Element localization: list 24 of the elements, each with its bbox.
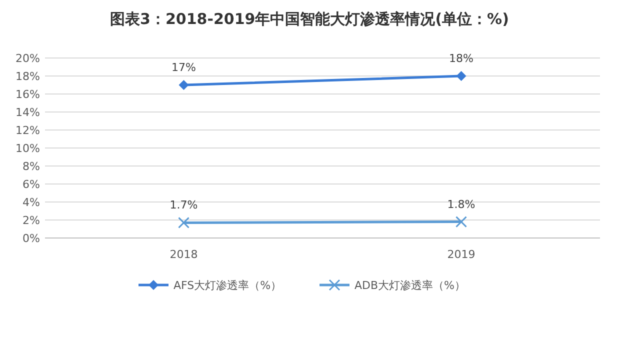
point [178,216,190,228]
y-tick-label: 16% [16,88,40,101]
point [456,71,466,81]
data-label: 18% [449,52,474,65]
chart-title: 图表3：2018-2019年中国智能大灯渗透率情况(单位：%) [110,10,509,28]
y-tick-label: 2% [22,214,40,227]
legend-label: AFS大灯渗透率（%） [174,279,282,292]
data-label: 17% [172,61,196,74]
y-tick-label: 10% [16,142,40,155]
x-tick-label: 2019 [447,248,476,261]
data-label: 1.8% [447,198,476,211]
y-tick-label: 18% [16,70,40,83]
y-tick-label: 8% [22,160,40,173]
data-label: 1.7% [170,198,198,212]
y-tick-label: 20% [16,52,40,65]
y-tick-label: 6% [22,178,40,191]
point [456,216,467,228]
legend-label: ADB大灯渗透率（%） [354,279,466,292]
y-tick-label: 12% [16,124,40,137]
y-tick-label: 0% [22,232,40,245]
point [178,80,189,90]
y-tick-label: 14% [16,106,40,119]
x-tick-label: 2018 [170,248,198,261]
y-tick-label: 4% [22,196,40,209]
